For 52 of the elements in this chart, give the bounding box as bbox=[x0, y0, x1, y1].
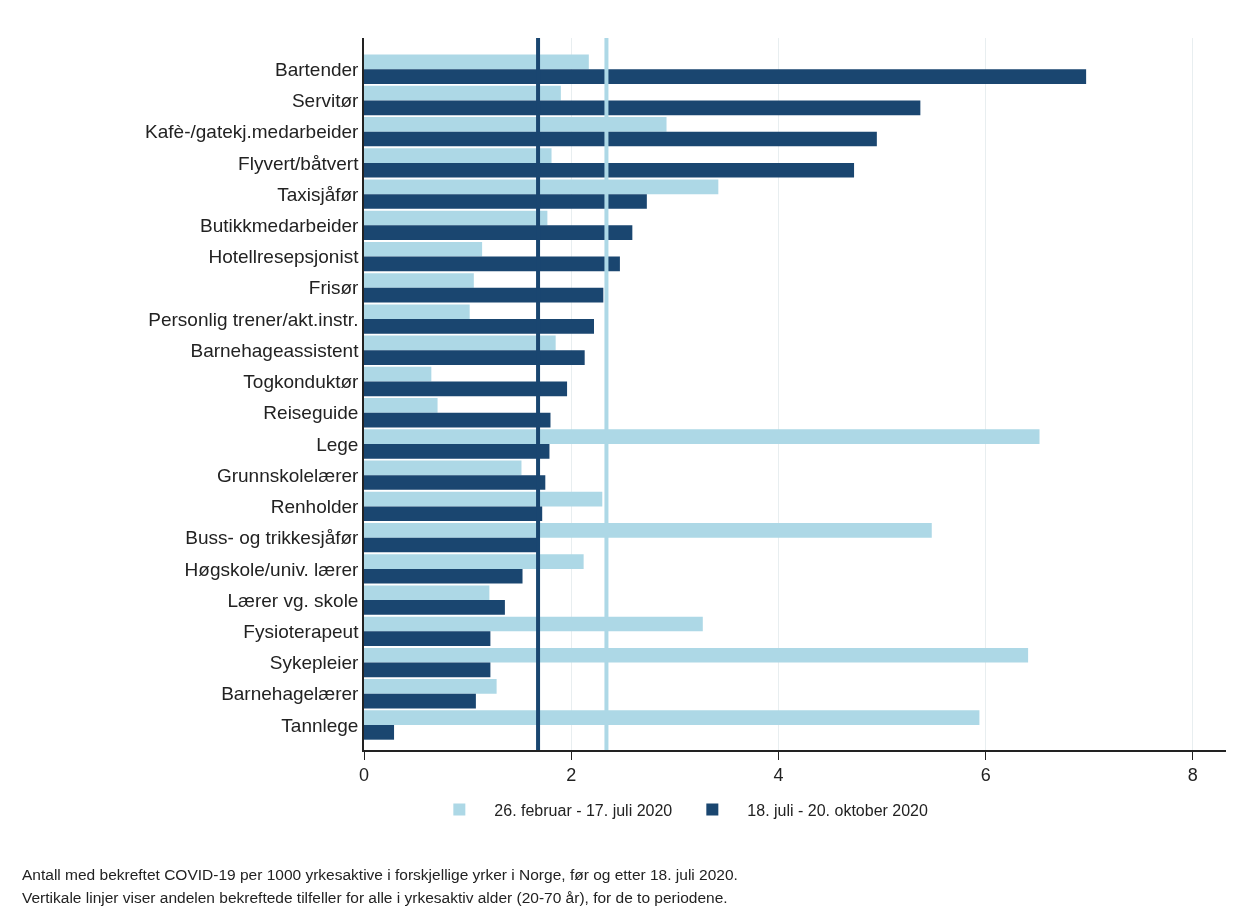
y-tick-label: Lærer vg. skole bbox=[227, 589, 359, 611]
bar bbox=[364, 662, 491, 678]
legend-label: 18. juli - 20. oktober 2020 bbox=[747, 801, 928, 819]
x-tick-label: 6 bbox=[980, 765, 991, 786]
y-tick-label: Butikkmedarbeider bbox=[200, 215, 360, 237]
bar bbox=[364, 693, 476, 709]
y-tick-label: Taxisjåfør bbox=[277, 183, 360, 205]
y-tick-label: Personlig trener/akt.instr. bbox=[148, 308, 359, 330]
bar bbox=[364, 398, 438, 413]
x-tick-label: 4 bbox=[773, 765, 784, 786]
y-tick-label: Barnehageassistent bbox=[190, 339, 360, 361]
y-tick-label: Høgskole/univ. lærer bbox=[184, 558, 360, 580]
y-tick-label: Grunnskolelærer bbox=[216, 464, 360, 486]
bar bbox=[364, 679, 497, 694]
y-tick-label: Reiseguide bbox=[263, 402, 359, 424]
bar bbox=[364, 210, 548, 226]
y-tick-label: Buss- og trikkesjåfør bbox=[185, 527, 360, 549]
bar bbox=[364, 366, 432, 382]
y-tick-label: Frisør bbox=[308, 277, 360, 299]
y-tick-label: Barnehagelærer bbox=[221, 683, 360, 705]
bar bbox=[364, 85, 561, 101]
y-tick-label: Servitør bbox=[291, 90, 360, 112]
bar bbox=[364, 568, 523, 584]
y-tick-label: Renholder bbox=[270, 496, 360, 518]
y-tick-label: Bartender bbox=[275, 58, 360, 80]
x-tick-label: 2 bbox=[566, 765, 577, 786]
y-tick-label: Lege bbox=[316, 433, 359, 455]
x-tick-label: 8 bbox=[1187, 765, 1198, 786]
legend-label: 26. februar - 17. juli 2020 bbox=[494, 801, 673, 819]
y-tick-label: Tannlege bbox=[281, 714, 359, 736]
bar bbox=[364, 241, 483, 257]
text: Vertikale linjer viser andelen bekreftede tilfeller for alle i yrkesaktiv alder (20-70 år), for de to periodene. bbox=[22, 889, 728, 906]
bar bbox=[364, 335, 556, 351]
bar bbox=[364, 725, 395, 740]
y-tick-label: Flyvert/båtvert bbox=[238, 152, 360, 174]
y-tick-label: Togkonduktør bbox=[243, 371, 360, 393]
bar bbox=[364, 554, 584, 569]
bar bbox=[364, 273, 474, 288]
y-tick-label: Kafè-/gatekj.medarbeider bbox=[145, 121, 360, 143]
bar bbox=[364, 491, 603, 507]
bar bbox=[364, 304, 470, 320]
bar bbox=[364, 631, 491, 647]
bar bbox=[364, 148, 552, 163]
y-tick-label: Hotellresepsjonist bbox=[208, 246, 360, 268]
y-tick-label: Fysioterapeut bbox=[243, 620, 360, 642]
y-tick-label: Sykepleier bbox=[269, 652, 360, 674]
x-tick-label: 0 bbox=[358, 765, 370, 786]
bar bbox=[364, 600, 505, 615]
bar bbox=[364, 54, 589, 70]
text: Antall med bekreftet COVID-19 per 1000 yrkesaktive i forskjellige yrker i Norge, før og etter 18. juli 2020. bbox=[22, 866, 738, 883]
bar bbox=[364, 585, 490, 601]
bar bbox=[364, 460, 522, 476]
